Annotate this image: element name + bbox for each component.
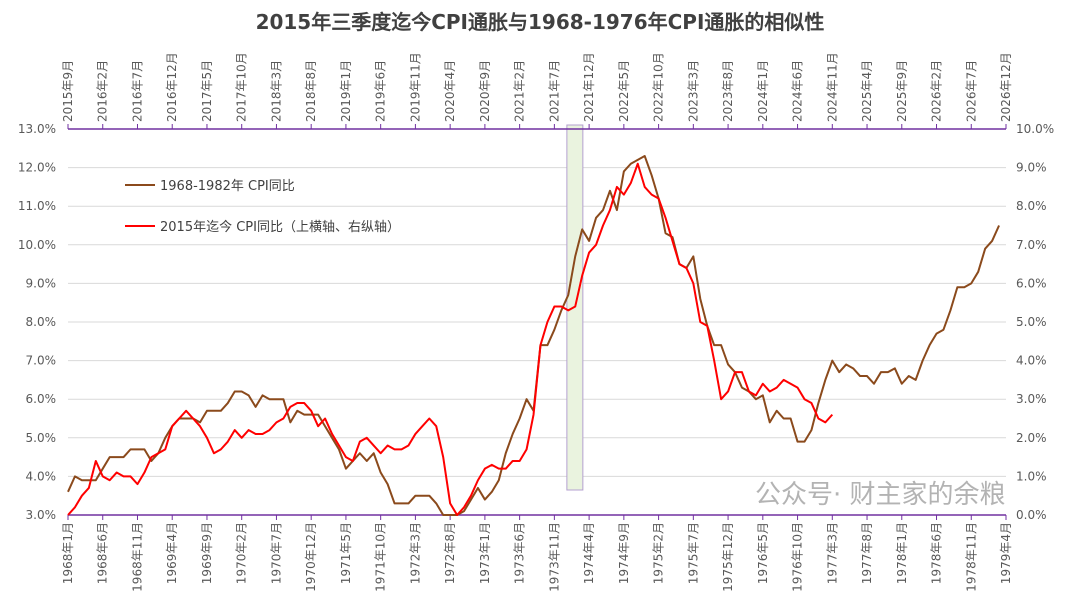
- left-tick-label: 11.0%: [18, 199, 56, 213]
- bottom-tick-label: 1973年11月: [547, 522, 561, 592]
- top-tick-label: 2016年2月: [96, 60, 110, 122]
- right-tick-label: 4.0%: [1016, 354, 1047, 368]
- top-tick-label: 2026年7月: [964, 60, 978, 122]
- right-tick-label: 6.0%: [1016, 276, 1047, 290]
- left-tick-label: 4.0%: [26, 469, 57, 483]
- bottom-tick-label: 1972年3月: [408, 522, 422, 584]
- bottom-tick-label: 1971年10月: [374, 522, 388, 592]
- gridlines: [68, 167, 1006, 477]
- top-tick-label: 2022年10月: [652, 52, 666, 122]
- bottom-tick-label: 1978年6月: [930, 522, 944, 584]
- top-tick-label: 2022年5月: [617, 60, 631, 122]
- bottom-tick-label: 1968年11月: [130, 522, 144, 592]
- left-tick-label: 9.0%: [26, 276, 57, 290]
- bottom-tick-label: 1974年4月: [582, 522, 596, 584]
- legend-label-historical: 1968-1982年 CPI同比: [160, 179, 295, 194]
- bottom-tick-label: 1970年2月: [235, 522, 249, 584]
- bottom-tick-label: 1969年4月: [165, 522, 179, 584]
- right-tick-label: 3.0%: [1016, 392, 1047, 406]
- bottom-tick-label: 1978年1月: [895, 522, 909, 584]
- top-tick-label: 2021年2月: [513, 60, 527, 122]
- top-tick-label: 2023年8月: [721, 60, 735, 122]
- bottom-tick-label: 1971年5月: [339, 522, 353, 584]
- left-tick-label: 7.0%: [26, 354, 57, 368]
- axes: [67, 124, 1007, 520]
- top-tick-label: 2019年6月: [374, 60, 388, 122]
- top-tick-label: 2020年9月: [478, 60, 492, 122]
- bottom-axis-labels: 1968年1月 1968年6月 1968年11月 1969年4月 1969年9月 1970…: [61, 522, 1013, 592]
- top-tick-label: 2019年1月: [339, 60, 353, 122]
- bottom-tick-label: 1975年7月: [686, 522, 700, 584]
- top-tick-label: 2021年12月: [582, 52, 596, 122]
- left-tick-label: 3.0%: [26, 508, 57, 522]
- bottom-tick-label: 1975年12月: [721, 522, 735, 592]
- bottom-tick-label: 1977年3月: [825, 522, 839, 584]
- top-tick-label: 2020年4月: [443, 60, 457, 122]
- bottom-tick-label: 1976年5月: [756, 522, 770, 584]
- top-tick-label: 2017年10月: [235, 52, 249, 122]
- chart-title: 2015年三季度迄今CPI通胀与1968-1976年CPI通胀的相似性: [256, 10, 825, 34]
- top-tick-label: 2021年7月: [547, 60, 561, 122]
- bottom-tick-label: 1976年10月: [791, 522, 805, 592]
- top-tick-label: 2015年9月: [61, 60, 75, 122]
- right-tick-label: 8.0%: [1016, 199, 1047, 213]
- left-tick-label: 10.0%: [18, 238, 56, 252]
- top-tick-label: 2019年11月: [408, 52, 422, 122]
- watermark: 公众号· 财主家的余粮: [755, 480, 1006, 510]
- bottom-tick-label: 1970年7月: [269, 522, 283, 584]
- top-tick-label: 2026年12月: [999, 52, 1013, 122]
- top-tick-label: 2024年1月: [756, 60, 770, 122]
- bottom-tick-label: 1979年4月: [999, 522, 1013, 584]
- right-tick-label: 2.0%: [1016, 431, 1047, 445]
- bottom-tick-label: 1972年8月: [443, 522, 457, 584]
- top-tick-label: 2026年2月: [930, 60, 944, 122]
- bottom-tick-label: 1968年6月: [96, 522, 110, 584]
- top-tick-label: 2024年6月: [791, 60, 805, 122]
- bottom-tick-label: 1978年11月: [964, 522, 978, 592]
- series-line-recent: [67, 162, 834, 516]
- bottom-tick-label: 1973年1月: [478, 522, 492, 584]
- bottom-tick-label: 1970年12月: [304, 522, 318, 592]
- top-tick-label: 2018年3月: [269, 60, 283, 122]
- right-axis: 0.0% 1.0% 2.0% 3.0% 4.0% 5.0% 6.0% 7.0% 8.0% 9.0%…: [1016, 122, 1054, 522]
- bottom-tick-label: 1969年9月: [200, 522, 214, 584]
- top-tick-label: 2018年8月: [304, 60, 318, 122]
- bottom-tick-label: 1975年2月: [652, 522, 666, 584]
- left-tick-label: 8.0%: [26, 315, 57, 329]
- series-lines: [67, 155, 1000, 516]
- right-tick-label: 5.0%: [1016, 315, 1047, 329]
- top-tick-label: 2017年5月: [200, 60, 214, 122]
- top-tick-label: 2016年12月: [165, 52, 179, 122]
- right-tick-label: 7.0%: [1016, 238, 1047, 252]
- bottom-tick-label: 1973年6月: [513, 522, 527, 584]
- left-tick-label: 5.0%: [26, 431, 57, 445]
- left-tick-label: 6.0%: [26, 392, 57, 406]
- left-tick-label: 12.0%: [18, 161, 56, 175]
- bottom-tick-label: 1968年1月: [61, 522, 75, 584]
- right-tick-label: 0.0%: [1016, 508, 1047, 522]
- top-tick-label: 2025年9月: [895, 60, 909, 122]
- right-tick-label: 10.0%: [1016, 122, 1054, 136]
- bottom-tick-label: 1977年8月: [860, 522, 874, 584]
- series-line-historical: [67, 155, 1000, 516]
- right-tick-label: 1.0%: [1016, 469, 1047, 483]
- bottom-tick-label: 1974年9月: [617, 522, 631, 584]
- legend: 1968-1982年 CPI同比 2015年迄今 CPI同比（上横轴、右纵轴）: [125, 179, 400, 235]
- top-axis-labels: 2015年9月 2016年2月 2016年7月 2016年12月 2017年5月 2017…: [61, 52, 1013, 122]
- top-tick-label: 2023年3月: [686, 60, 700, 122]
- right-tick-label: 9.0%: [1016, 161, 1047, 175]
- left-tick-label: 13.0%: [18, 122, 56, 136]
- top-tick-label: 2016年7月: [130, 60, 144, 122]
- top-tick-label: 2024年11月: [825, 52, 839, 122]
- top-tick-label: 2025年4月: [860, 60, 874, 122]
- left-axis: 3.0% 4.0% 5.0% 6.0% 7.0% 8.0% 9.0% 10.0% 11.0% 12…: [18, 122, 56, 522]
- legend-label-recent: 2015年迄今 CPI同比（上横轴、右纵轴）: [160, 219, 400, 235]
